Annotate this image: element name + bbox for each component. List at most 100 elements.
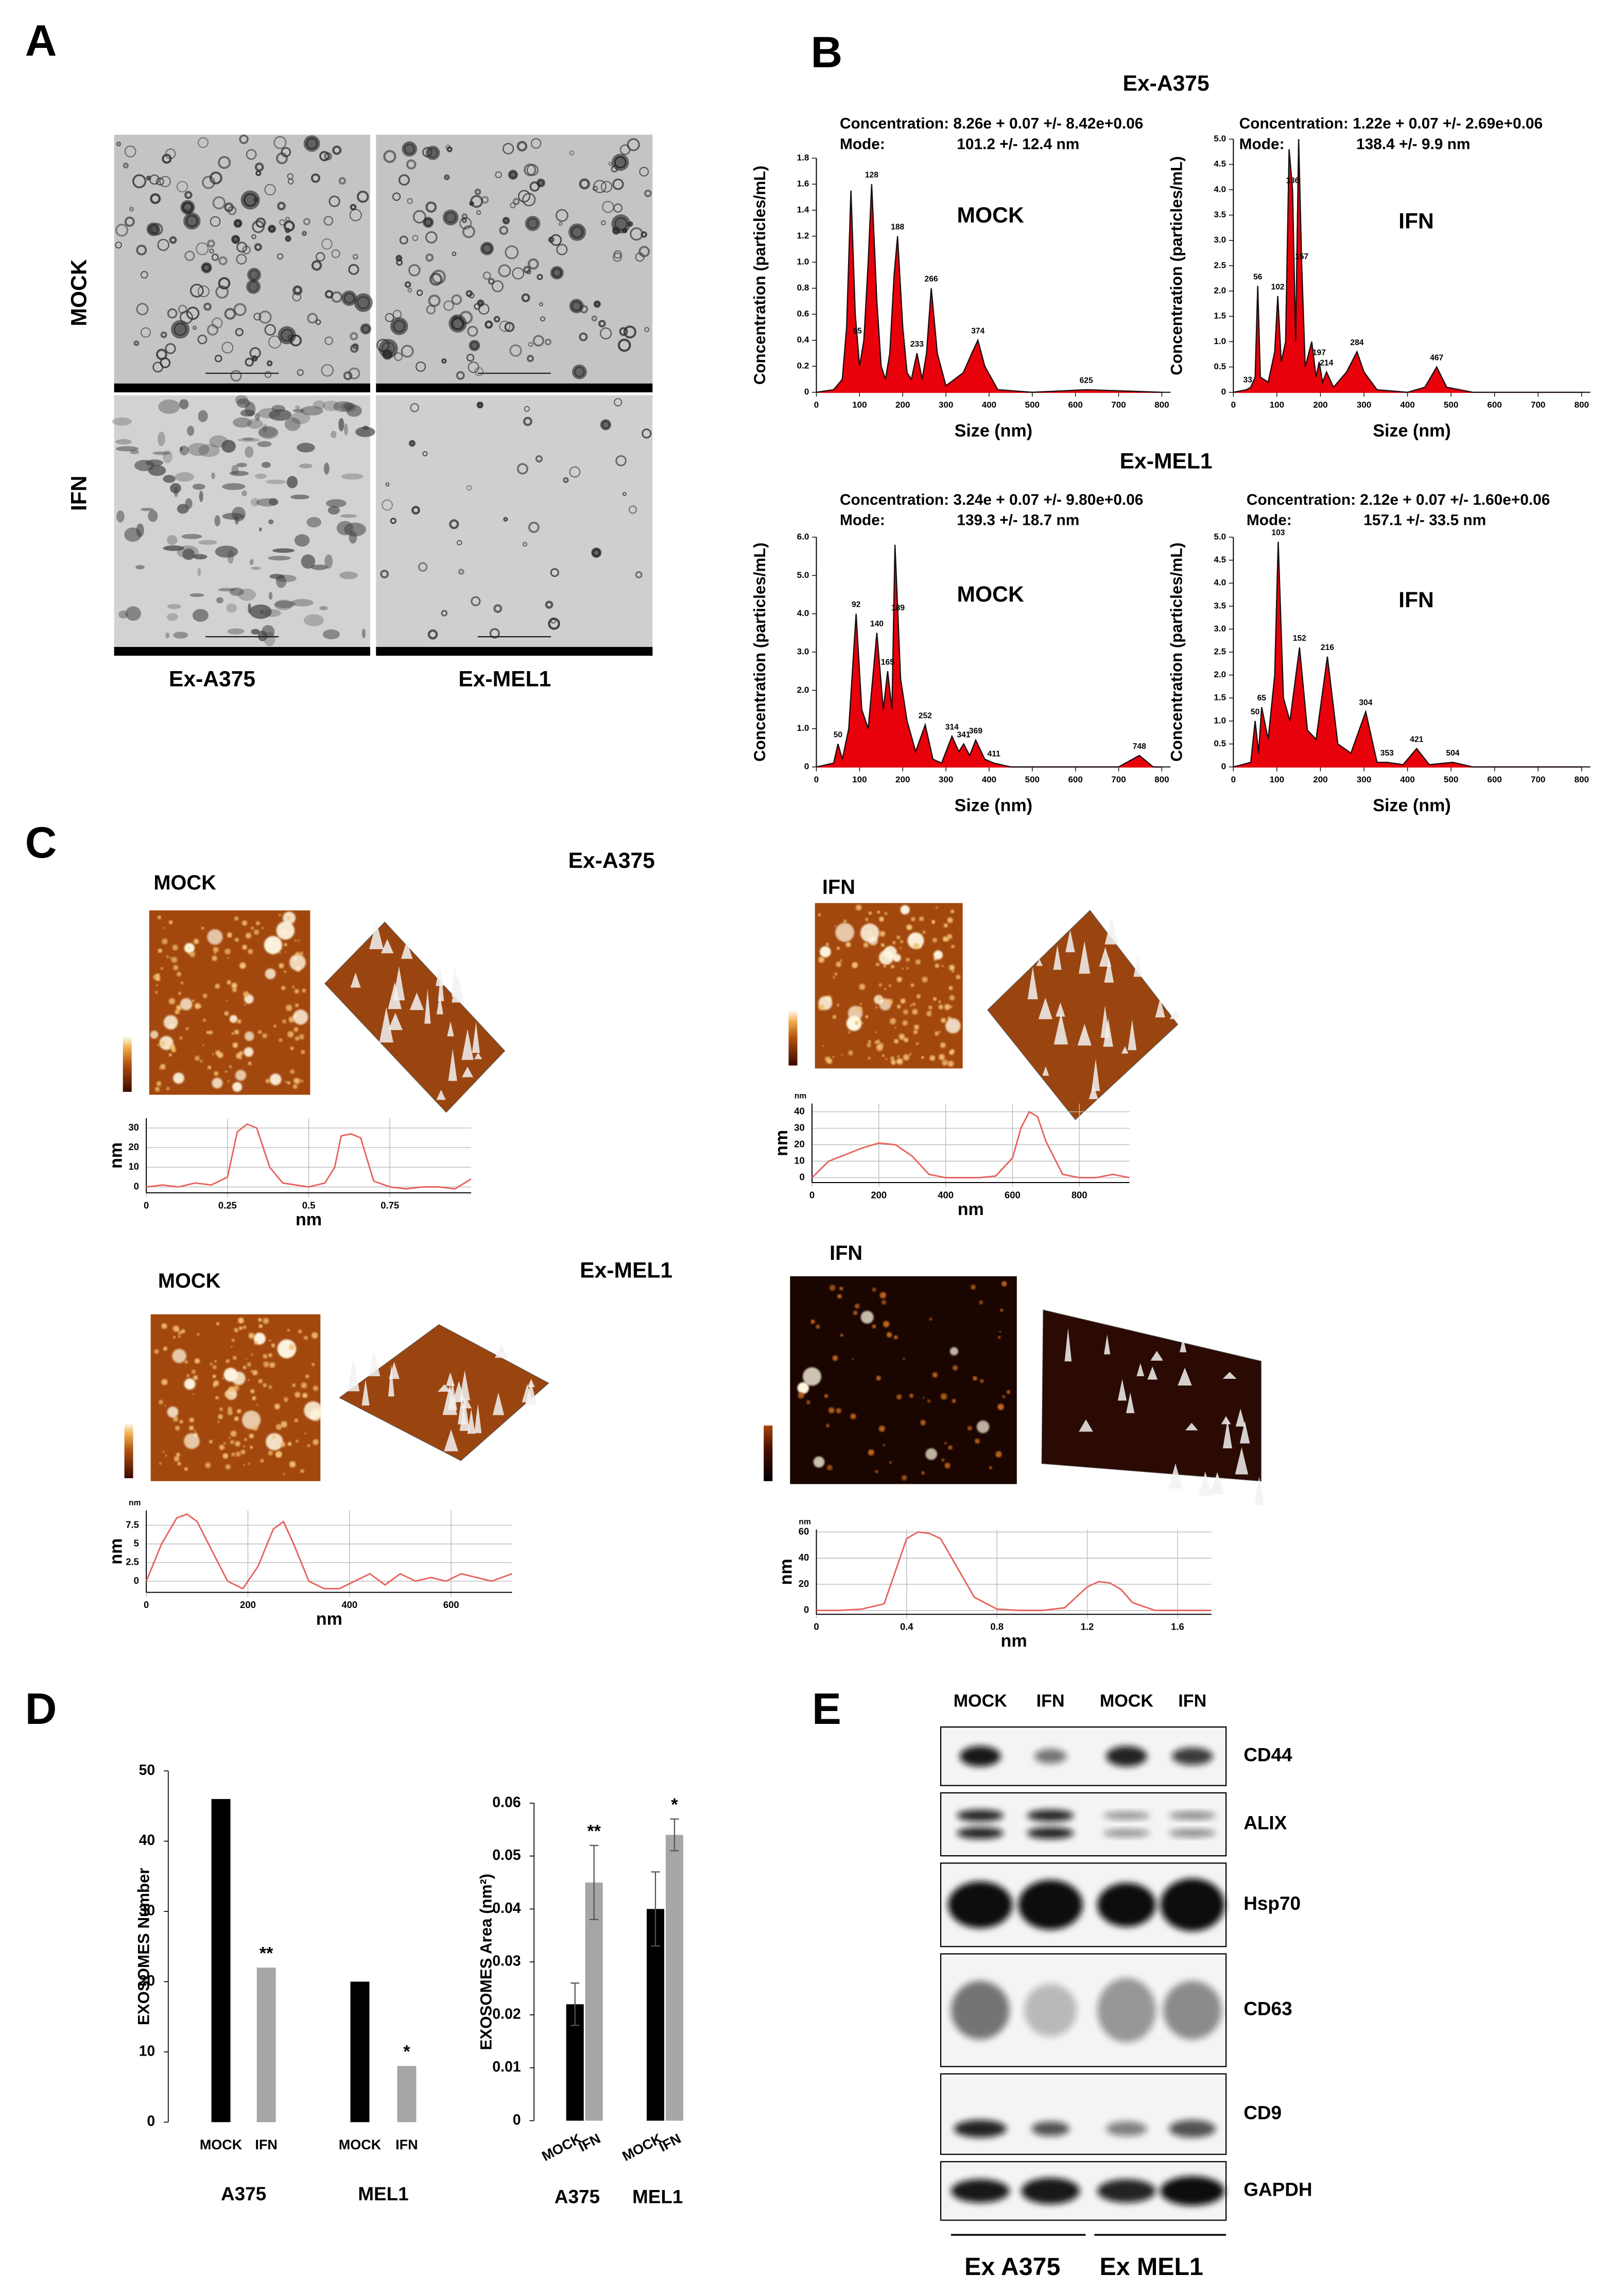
band	[954, 2119, 1007, 2138]
debris	[340, 514, 357, 518]
vesicle	[466, 353, 475, 362]
peak-label: 50	[834, 731, 843, 740]
afm-particle	[248, 949, 253, 954]
debris	[262, 424, 268, 433]
vesicle	[462, 225, 475, 238]
afm-particle	[848, 1050, 853, 1056]
y-axis-label: Concentration (particles/mL)	[751, 166, 769, 385]
afm-particle	[193, 1393, 195, 1395]
afm-particle	[240, 1449, 246, 1455]
vesicle	[331, 291, 343, 303]
y-tick-label: 4.5	[1214, 555, 1226, 565]
vesicle	[476, 210, 481, 215]
category-label: MOCK	[539, 2130, 584, 2164]
debris	[268, 519, 274, 524]
band	[1169, 2119, 1216, 2138]
y-tick-label: 0.6	[797, 309, 809, 319]
afm-particle	[886, 1332, 892, 1338]
debris	[216, 597, 223, 604]
afm-particle	[903, 1357, 905, 1360]
y-tick-label: 4.5	[1214, 159, 1226, 169]
afm-particle	[825, 943, 829, 946]
afm-particle	[214, 1360, 217, 1363]
vesicle-dark	[390, 317, 408, 335]
band	[1106, 2121, 1147, 2136]
vesicle	[545, 601, 554, 609]
afm-particle	[941, 1018, 946, 1023]
afm-particle	[284, 970, 287, 973]
x-tick-label: 1.6	[1171, 1621, 1184, 1632]
y-tick-label: 0.01	[492, 2059, 521, 2075]
afm-particle	[178, 1355, 181, 1358]
debris	[187, 425, 195, 436]
afm-particle	[892, 940, 896, 945]
y-tick-label: 2.5	[126, 1556, 139, 1567]
x-tick-label: 200	[240, 1599, 256, 1610]
afm-particle	[228, 1394, 232, 1399]
afm-particle	[229, 1386, 235, 1392]
afm-particle	[215, 1050, 221, 1056]
vesicle	[209, 248, 215, 254]
afm-3d-peak	[436, 965, 444, 986]
debris	[341, 473, 364, 480]
afm-particle	[268, 1385, 272, 1389]
afm-particle	[247, 1379, 250, 1381]
vesicle	[644, 327, 650, 333]
afm-3d-peak	[474, 1404, 482, 1433]
vesicle	[157, 238, 169, 251]
size-distribution-line	[816, 544, 1162, 768]
peak-label: 748	[1133, 742, 1146, 751]
afm-particle	[860, 923, 879, 943]
vesicle	[129, 207, 134, 212]
debris	[299, 464, 313, 469]
afm-3d-peak	[1104, 957, 1114, 983]
debris	[157, 431, 165, 447]
vesicle	[456, 540, 462, 545]
afm-particle	[232, 1356, 237, 1360]
afm-particle	[163, 927, 165, 929]
vesicle	[350, 203, 357, 211]
vesicle	[254, 162, 264, 172]
afm-particle	[271, 1343, 275, 1347]
afm-particle	[295, 952, 300, 956]
afm-particle	[158, 1399, 163, 1405]
debris	[269, 409, 292, 421]
afm-particle	[974, 1438, 980, 1444]
debris	[313, 400, 326, 409]
x-tick-label: 0	[809, 1189, 815, 1200]
debris	[256, 498, 279, 507]
afm-particle	[234, 1416, 239, 1422]
debris	[268, 592, 273, 600]
y-tick-label: 0.05	[492, 1847, 521, 1863]
x-axis-label: nm	[958, 1200, 984, 1219]
afm-particle	[311, 1332, 318, 1339]
debris	[238, 588, 256, 601]
group-title: Ex-MEL1	[1120, 449, 1213, 473]
vesicle	[165, 343, 176, 354]
afm-particle	[832, 1015, 837, 1019]
debris	[290, 494, 310, 500]
afm-particle	[215, 1396, 219, 1400]
afm-particle	[241, 920, 248, 926]
afm-particle	[202, 1018, 206, 1022]
afm-particle	[887, 999, 893, 1005]
y-tick-label: 2.0	[1214, 670, 1226, 679]
y-tick-label: 6.0	[797, 532, 809, 541]
y-axis-label: nm	[776, 1559, 796, 1585]
debris	[115, 446, 139, 452]
vesicle	[495, 171, 503, 179]
debris	[303, 614, 324, 626]
vesicle	[512, 198, 520, 206]
y-tick-label: 30	[139, 1903, 156, 1919]
afm-3d-peak	[1078, 941, 1091, 974]
vesicle	[176, 181, 188, 193]
band	[957, 1809, 1004, 1822]
afm-particle	[896, 935, 901, 939]
afm-particle	[172, 945, 178, 951]
afm-particle	[231, 1338, 235, 1342]
y-axis-label: nm	[772, 1130, 791, 1156]
afm-particle	[295, 1392, 301, 1398]
vesicle	[498, 264, 511, 278]
vesicle	[268, 335, 282, 349]
afm-particle	[222, 1377, 224, 1379]
